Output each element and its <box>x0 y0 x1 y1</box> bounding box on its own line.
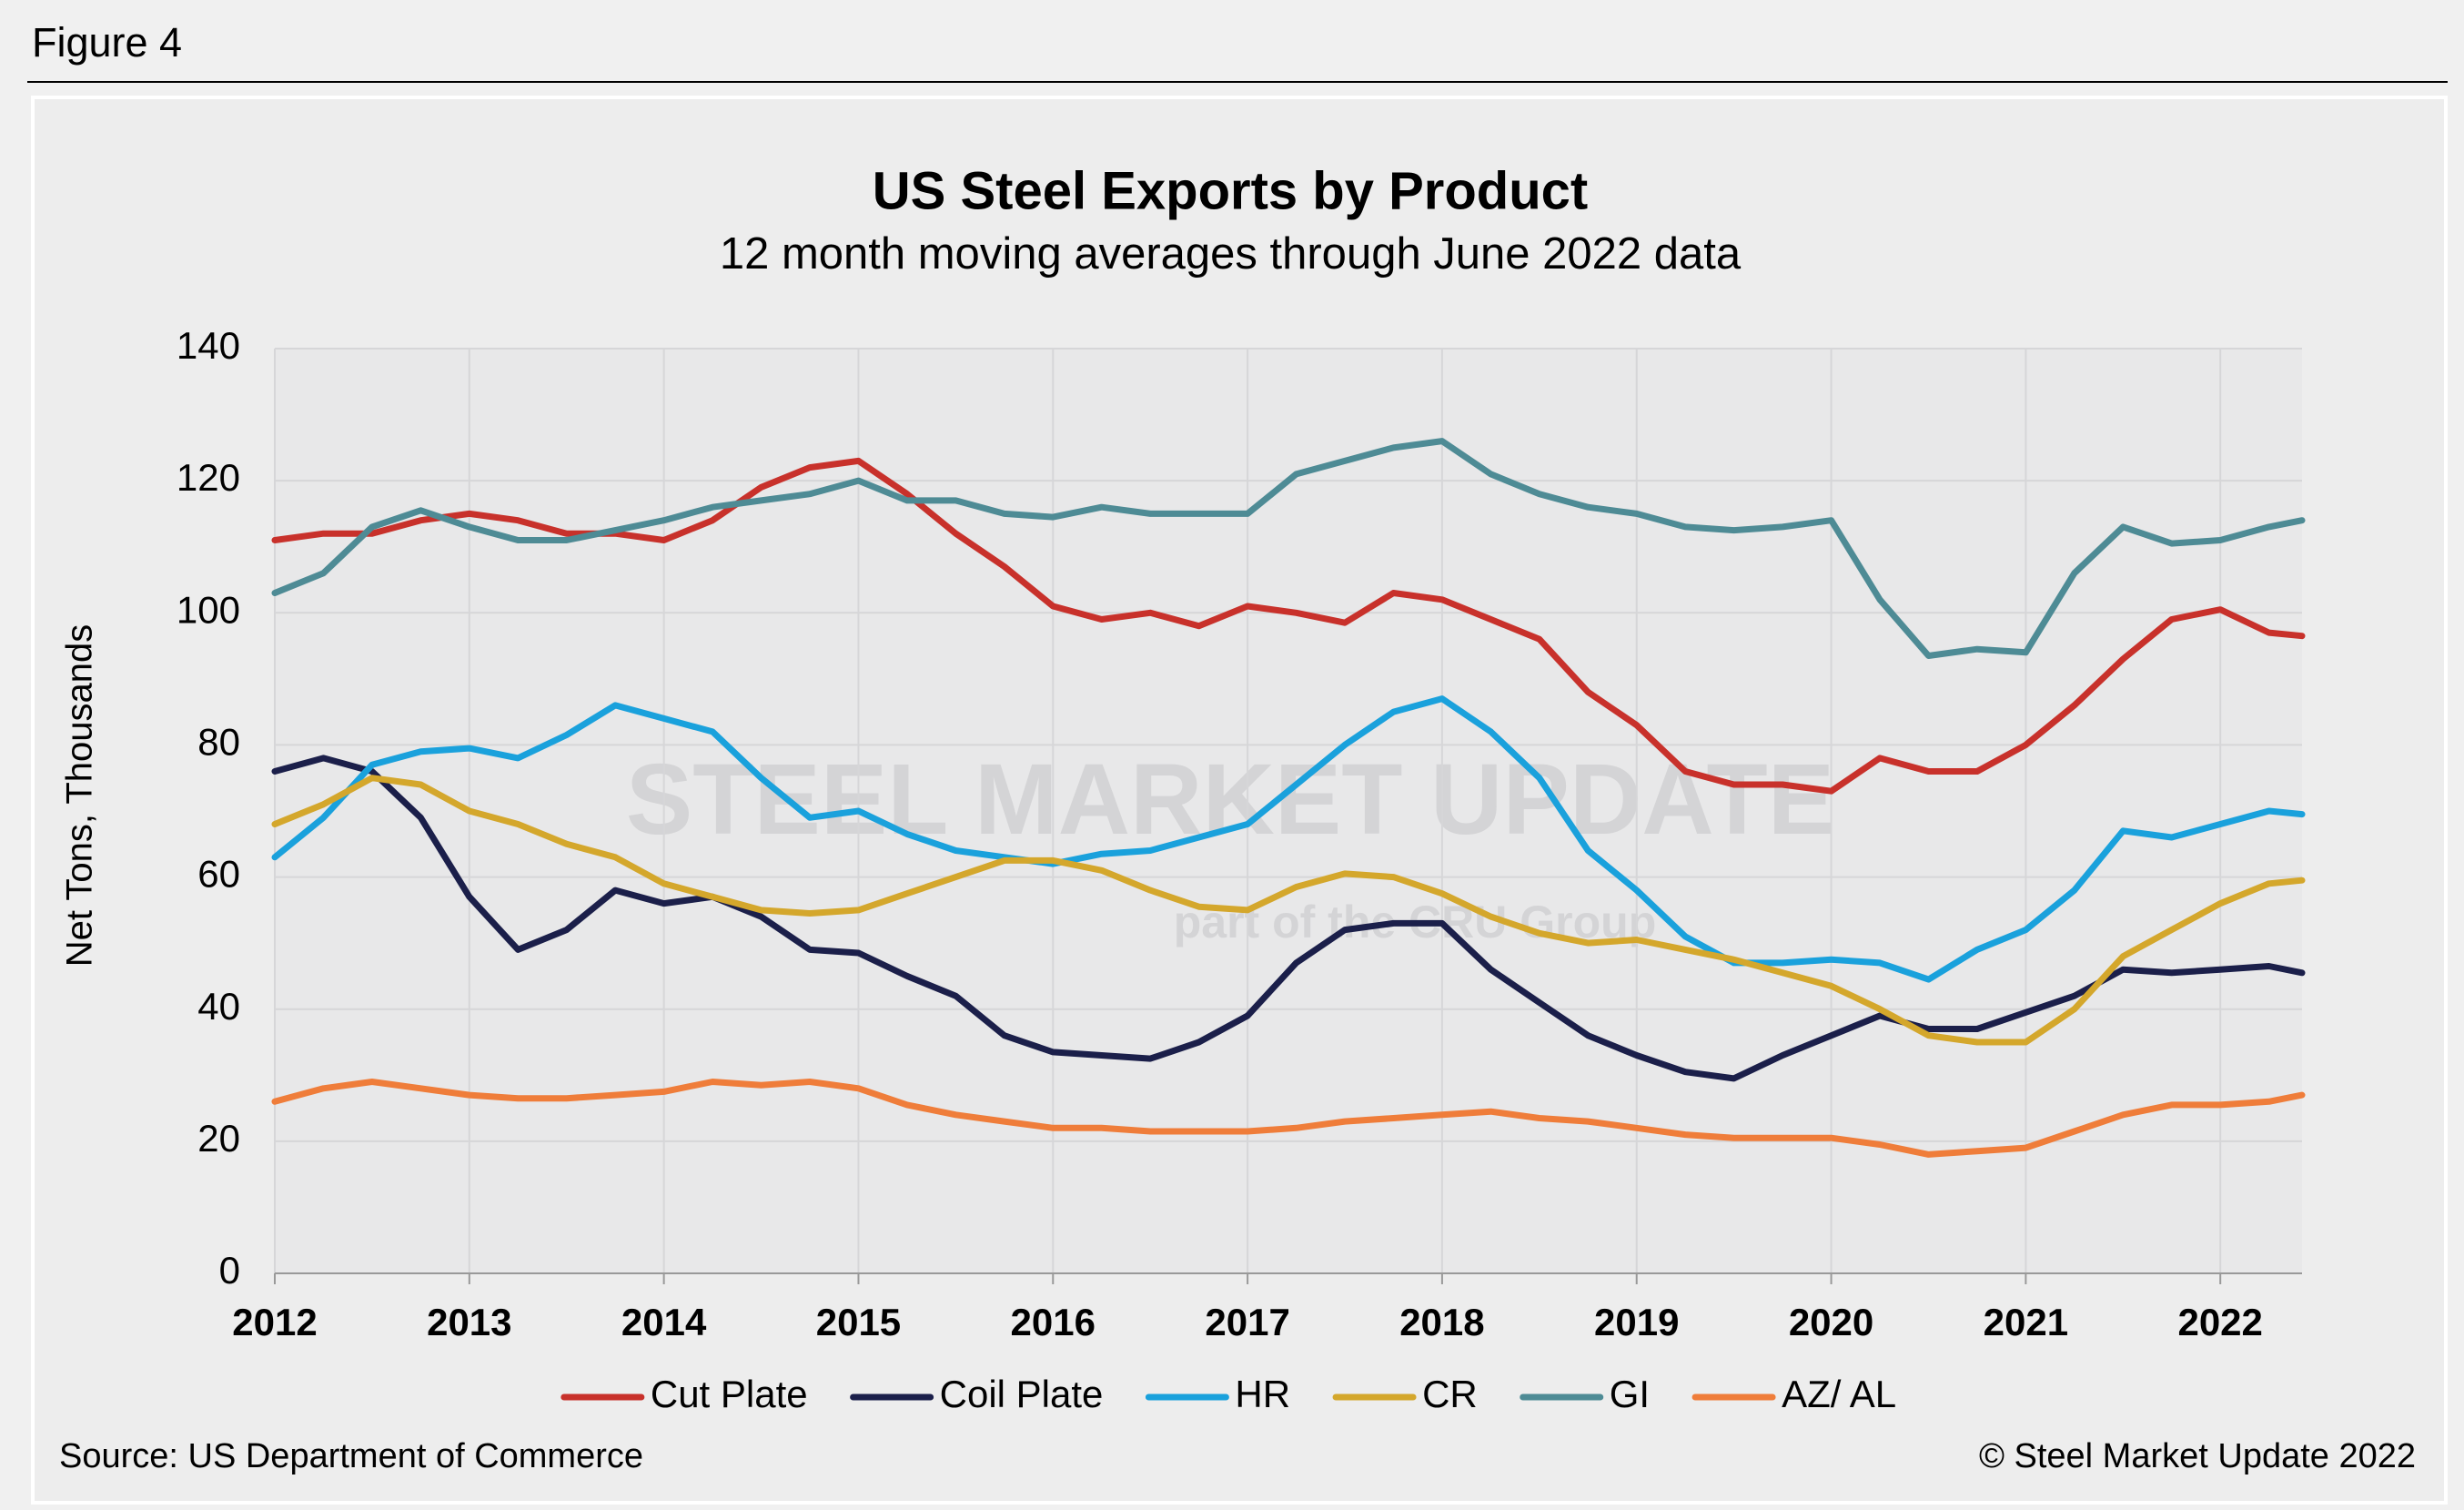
series-line <box>271 457 2306 795</box>
x-tick-label: 2020 <box>1789 1301 1873 1343</box>
y-tick-label: 80 <box>197 721 240 764</box>
y-tick-label: 60 <box>197 853 240 896</box>
y-tick-label: 100 <box>177 588 240 631</box>
copyright: © Steel Market Update 2022 <box>1979 1437 2416 1475</box>
chart-subtitle: 12 month moving averages through June 20… <box>720 229 1742 279</box>
series-line <box>271 438 2306 659</box>
legend-label: CR <box>1422 1373 1478 1415</box>
x-tick-label: 2016 <box>1011 1301 1096 1343</box>
series-line <box>271 695 2306 983</box>
plot-area <box>275 349 2302 1273</box>
legend-label: HR <box>1235 1373 1290 1415</box>
y-tick-label: 20 <box>197 1117 240 1160</box>
legend-label: GI <box>1610 1373 1650 1415</box>
series-line <box>271 755 2306 1082</box>
x-tick-label: 2013 <box>427 1301 511 1343</box>
x-tick-label: 2014 <box>621 1301 707 1343</box>
chart-title: US Steel Exports by Product <box>873 161 1588 220</box>
series-line <box>271 1079 2306 1158</box>
legend-label: Cut Plate <box>651 1373 808 1415</box>
y-tick-label: 40 <box>197 985 240 1028</box>
series-line <box>271 775 2306 1046</box>
y-tick-label: 140 <box>177 324 240 367</box>
legend-label: Coil Plate <box>940 1373 1104 1415</box>
x-tick-label: 2021 <box>1984 1301 2068 1343</box>
x-tick-label: 2015 <box>816 1301 901 1343</box>
x-tick-label: 2012 <box>232 1301 317 1343</box>
source: Source: US Department of Commerce <box>59 1437 643 1475</box>
x-tick-label: 2019 <box>1594 1301 1679 1343</box>
x-tick-label: 2022 <box>2177 1301 2262 1343</box>
figure-label: Figure 4 <box>32 19 182 66</box>
y-tick-label: 120 <box>177 456 240 499</box>
legend-label: AZ/ AL <box>1782 1373 1896 1415</box>
x-tick-label: 2018 <box>1399 1301 1484 1343</box>
y-axis-label: Net Tons, Thousands <box>60 624 100 968</box>
watermark: STEEL MARKET UPDATE <box>626 744 1834 856</box>
legend: Cut Plate Coil Plate HR CR GI AZ/ AL <box>560 1373 1896 1415</box>
y-tick-label: 0 <box>219 1249 240 1292</box>
x-tick-label: 2017 <box>1205 1301 1289 1343</box>
